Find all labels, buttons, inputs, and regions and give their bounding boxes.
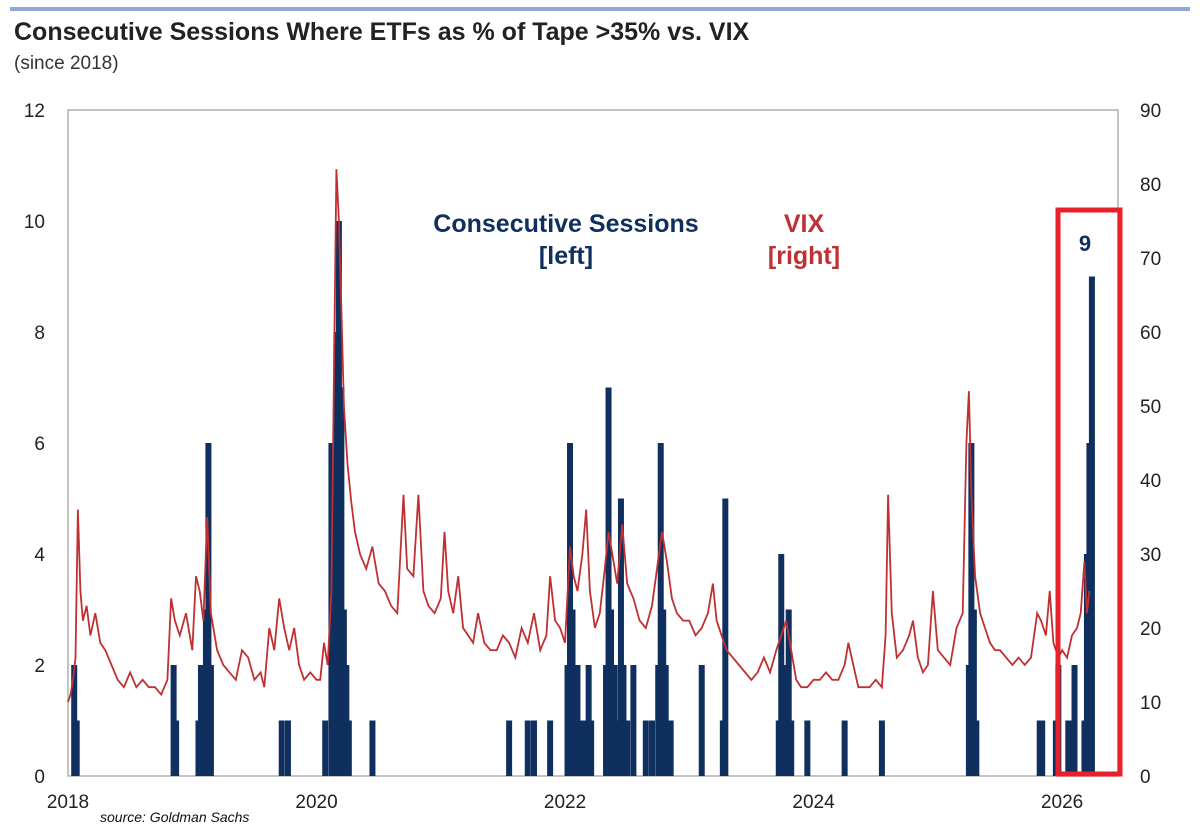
sessions-bar	[649, 720, 656, 776]
right-axis: 0 10 20 30 40 50 60 70 80 90	[1140, 101, 1161, 788]
vix-line	[67, 169, 1091, 703]
sessions-bar	[1065, 720, 1072, 776]
sessions-bar	[580, 720, 587, 776]
sessions-bar	[278, 720, 285, 776]
x-axis-tick-label: 2020	[295, 792, 337, 813]
sessions-bar	[345, 720, 352, 776]
sessions-bar	[662, 665, 669, 776]
sessions-bar	[605, 387, 612, 776]
right-axis-tick-label: 60	[1140, 323, 1161, 344]
right-axis-tick-label: 70	[1140, 249, 1161, 270]
sessions-bar	[667, 720, 674, 776]
left-axis-tick-label: 2	[34, 656, 45, 677]
sessions-bar	[878, 720, 885, 776]
sessions-bar	[1088, 276, 1095, 776]
sessions-bar	[785, 609, 792, 776]
sessions-bar	[624, 720, 631, 776]
sessions-bar	[617, 498, 624, 776]
sessions-bar	[973, 720, 980, 776]
right-axis-tick-label: 40	[1140, 471, 1161, 492]
sessions-bar	[970, 609, 977, 776]
sessions-bar	[588, 720, 595, 776]
right-axis-tick-label: 0	[1140, 767, 1151, 788]
vix-legend-axis: [right]	[768, 242, 840, 270]
sessions-bar	[630, 665, 637, 776]
sessions-bar	[524, 720, 531, 776]
left-axis-tick-label: 10	[24, 212, 45, 233]
right-axis-tick-label: 80	[1140, 175, 1161, 196]
sessions-bar	[698, 665, 705, 776]
sessions-bar	[620, 665, 627, 776]
left-axis-tick-label: 12	[24, 101, 45, 122]
left-axis-tick-label: 8	[34, 323, 45, 344]
sessions-legend-axis: [left]	[539, 242, 593, 270]
sessions-legend-label: Consecutive Sessions	[433, 210, 698, 238]
right-axis-tick-label: 90	[1140, 101, 1161, 122]
sessions-bar	[722, 498, 729, 776]
chart-title: Consecutive Sessions Where ETFs as % of …	[14, 18, 750, 46]
sessions-bar	[1071, 665, 1078, 776]
left-axis: 0 2 4 6 8 10 12	[24, 101, 46, 788]
sessions-bar	[205, 443, 212, 776]
sessions-bar	[506, 720, 513, 776]
sessions-bar	[608, 609, 615, 776]
x-axis-tick-label: 2026	[1041, 792, 1083, 813]
sessions-bar	[369, 720, 376, 776]
sessions-bar	[73, 720, 80, 776]
left-axis-tick-label: 6	[34, 434, 45, 455]
x-axis: 2018 2020 2022 2024 2026	[47, 792, 1083, 813]
sessions-bar	[804, 720, 811, 776]
x-axis-tick-label: 2022	[544, 792, 586, 813]
sessions-bar	[530, 720, 537, 776]
highlight-box	[1055, 207, 1123, 777]
sessions-bar	[322, 720, 329, 776]
vix-legend-label: VIX	[784, 210, 825, 238]
left-axis-tick-label: 0	[34, 767, 45, 788]
sessions-series	[71, 221, 1095, 776]
sessions-bar	[841, 720, 848, 776]
sessions-bar	[788, 720, 795, 776]
sessions-bar	[1039, 720, 1046, 776]
sessions-bar	[338, 387, 345, 776]
sessions-bar	[642, 720, 649, 776]
chart-subtitle: (since 2018)	[14, 53, 119, 74]
source-note: source: Goldman Sachs	[100, 809, 250, 825]
sessions-bar	[284, 720, 291, 776]
sessions-bar	[207, 665, 214, 776]
right-axis-tick-label: 20	[1140, 619, 1161, 640]
sessions-bar	[173, 720, 180, 776]
x-axis-tick-label: 2024	[792, 792, 835, 813]
sessions-bar	[611, 665, 618, 776]
sessions-bar	[547, 720, 554, 776]
right-axis-tick-label: 30	[1140, 545, 1161, 566]
x-axis-tick-label: 2018	[47, 792, 89, 813]
right-axis-tick-label: 10	[1140, 693, 1161, 714]
left-axis-tick-label: 4	[34, 545, 45, 566]
right-axis-tick-label: 50	[1140, 397, 1161, 418]
header-rule	[10, 7, 1190, 11]
sessions-bar	[574, 665, 581, 776]
highlight-value: 9	[1079, 231, 1091, 256]
